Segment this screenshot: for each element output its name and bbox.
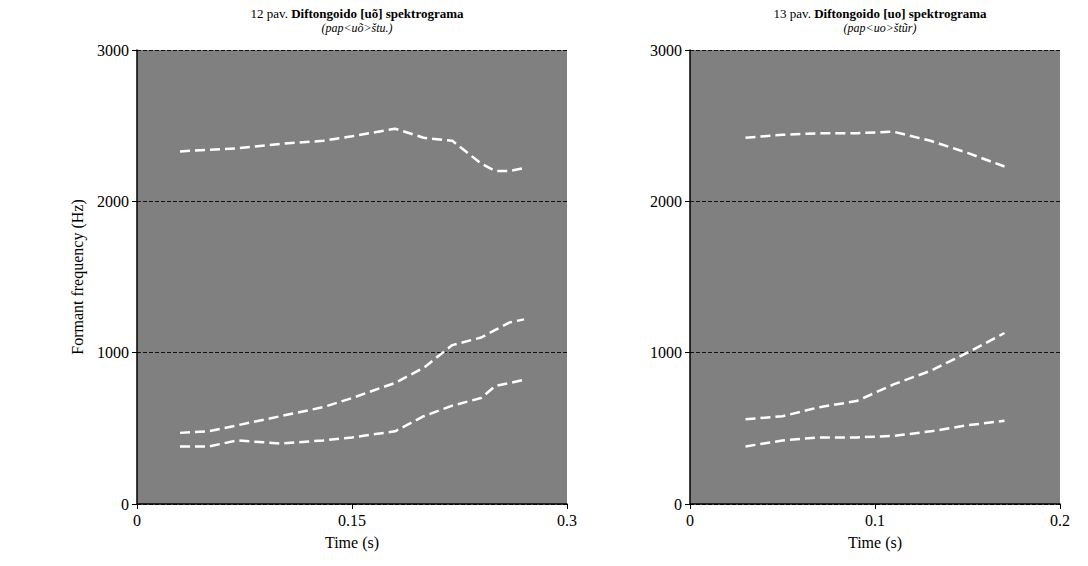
svg-text:(pap<uo>štũr): (pap<uo>štũr) bbox=[844, 21, 917, 35]
svg-text:Time (s): Time (s) bbox=[325, 534, 379, 552]
svg-text:0.3: 0.3 bbox=[557, 512, 577, 529]
svg-text:12 pav.: 12 pav. bbox=[250, 6, 291, 21]
svg-text:0.15: 0.15 bbox=[338, 512, 366, 529]
svg-text:Time (s): Time (s) bbox=[848, 534, 902, 552]
svg-text:0: 0 bbox=[121, 496, 129, 513]
svg-text:1000: 1000 bbox=[97, 344, 129, 361]
svg-text:Formant frequency (Hz): Formant frequency (Hz) bbox=[69, 199, 87, 355]
svg-text:0.2: 0.2 bbox=[1050, 512, 1070, 529]
svg-text:13 pav.: 13 pav. bbox=[773, 6, 814, 21]
svg-text:2000: 2000 bbox=[97, 193, 129, 210]
svg-text:0: 0 bbox=[686, 512, 694, 529]
svg-text:Diftongoido [uõ] spektrograma: Diftongoido [uõ] spektrograma bbox=[291, 6, 464, 21]
svg-text:2000: 2000 bbox=[650, 193, 682, 210]
svg-text:0: 0 bbox=[674, 496, 682, 513]
svg-text:3000: 3000 bbox=[650, 42, 682, 59]
svg-text:(pap<uõ>štu.): (pap<uõ>štu.) bbox=[321, 21, 392, 35]
svg-text:1000: 1000 bbox=[650, 344, 682, 361]
svg-text:3000: 3000 bbox=[97, 42, 129, 59]
svg-text:0: 0 bbox=[133, 512, 141, 529]
svg-text:0.1: 0.1 bbox=[865, 512, 885, 529]
svg-text:Diftongoido [uo] spektrograma: Diftongoido [uo] spektrograma bbox=[814, 6, 987, 21]
